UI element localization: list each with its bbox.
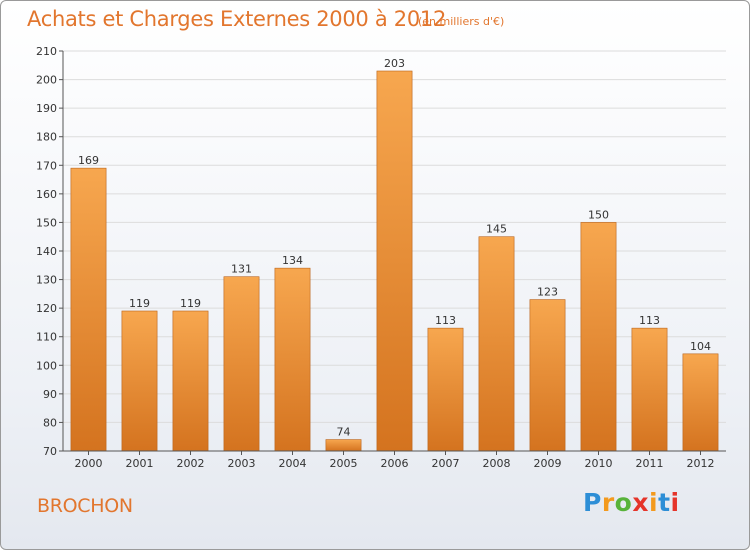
bar [631,327,668,452]
data-label: 145 [486,223,507,236]
y-tick-label: 180 [36,131,57,144]
bar [529,299,566,452]
bar [376,70,413,452]
x-tick-label: 2007 [432,457,460,470]
data-label: 150 [588,208,609,221]
axes [59,50,726,455]
bar [274,267,311,452]
logo-letter: P [583,488,602,517]
bar [478,236,515,452]
y-tick-label: 150 [36,216,57,229]
data-label: 123 [537,286,558,299]
y-tick-label: 190 [36,102,57,115]
bar [70,167,107,452]
data-label: 203 [384,57,405,70]
logo-letter: i [649,488,659,517]
logo-letter: t [658,488,671,517]
y-tick-label: 170 [36,159,57,172]
y-tick-label: 120 [36,302,57,315]
chart-title: Achats et Charges Externes 2000 à 2012 [27,7,447,31]
logo-letter: r [601,488,615,517]
data-label: 131 [231,263,252,276]
logo-letter: x [632,488,649,517]
y-tick-label: 140 [36,245,57,258]
y-tick-label: 160 [36,188,57,201]
labels: 7080901001101201301401501601701801902002… [36,45,715,470]
logo-letter: i [670,488,680,517]
bars [70,70,719,452]
y-tick-label: 110 [36,331,57,344]
bar [580,222,617,452]
data-label: 134 [282,254,303,267]
chart-unit: (en milliers d'€) [418,15,505,28]
data-label: 74 [337,426,351,439]
data-label: 104 [690,340,711,353]
bar [121,310,158,452]
data-label: 113 [435,314,456,327]
bar [682,353,719,452]
y-tick-label: 70 [43,445,57,458]
x-tick-label: 2000 [75,457,103,470]
x-tick-label: 2003 [228,457,256,470]
bar [172,310,209,452]
y-tick-label: 90 [43,388,57,401]
commune-name: BROCHON [37,495,133,517]
x-tick-label: 2009 [534,457,562,470]
y-tick-label: 210 [36,45,57,58]
bar [427,327,464,452]
y-tick-label: 200 [36,74,57,87]
data-label: 119 [129,297,150,310]
x-tick-label: 2002 [177,457,205,470]
data-label: 113 [639,314,660,327]
x-tick-label: 2011 [636,457,664,470]
bar [325,439,362,452]
data-label: 119 [180,297,201,310]
y-tick-label: 100 [36,359,57,372]
proxiti-logo: Proxiti [583,488,680,517]
x-tick-label: 2006 [381,457,409,470]
x-tick-label: 2008 [483,457,511,470]
x-tick-label: 2004 [279,457,307,470]
bar [223,276,260,452]
x-tick-label: 2012 [687,457,715,470]
logo-letter: o [614,488,633,517]
data-label: 169 [78,154,99,167]
y-tick-label: 80 [43,416,57,429]
x-tick-label: 2001 [126,457,154,470]
x-tick-label: 2010 [585,457,613,470]
y-tick-label: 130 [36,274,57,287]
x-tick-label: 2005 [330,457,358,470]
